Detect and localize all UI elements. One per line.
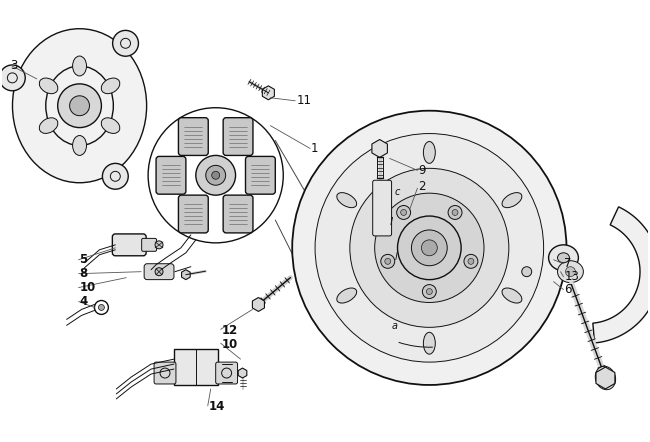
Text: 10: 10 bbox=[79, 281, 96, 294]
Text: 6: 6 bbox=[564, 283, 572, 296]
Ellipse shape bbox=[502, 193, 522, 208]
Ellipse shape bbox=[101, 78, 120, 94]
Polygon shape bbox=[263, 86, 274, 100]
Circle shape bbox=[468, 259, 474, 264]
FancyBboxPatch shape bbox=[144, 264, 174, 280]
Circle shape bbox=[422, 285, 436, 298]
Ellipse shape bbox=[73, 136, 86, 156]
Circle shape bbox=[155, 268, 163, 276]
FancyBboxPatch shape bbox=[223, 195, 253, 233]
FancyBboxPatch shape bbox=[154, 362, 176, 384]
Ellipse shape bbox=[337, 193, 357, 208]
Text: 12: 12 bbox=[222, 324, 238, 337]
Circle shape bbox=[566, 267, 575, 277]
Ellipse shape bbox=[39, 118, 58, 133]
Text: 13: 13 bbox=[564, 270, 579, 283]
FancyBboxPatch shape bbox=[174, 349, 218, 385]
Ellipse shape bbox=[101, 118, 120, 133]
Ellipse shape bbox=[337, 288, 357, 303]
FancyBboxPatch shape bbox=[142, 238, 157, 251]
Text: l: l bbox=[389, 217, 393, 227]
Text: a: a bbox=[391, 321, 398, 332]
Circle shape bbox=[206, 165, 226, 185]
Text: 8: 8 bbox=[79, 267, 88, 280]
Circle shape bbox=[522, 267, 532, 277]
Circle shape bbox=[58, 84, 101, 128]
Text: c: c bbox=[395, 187, 400, 197]
Text: 10: 10 bbox=[222, 338, 238, 351]
Text: 3: 3 bbox=[10, 60, 18, 72]
Circle shape bbox=[396, 206, 411, 219]
Ellipse shape bbox=[502, 288, 522, 303]
Circle shape bbox=[70, 96, 90, 116]
Text: 4: 4 bbox=[79, 295, 88, 308]
FancyBboxPatch shape bbox=[216, 362, 237, 384]
Circle shape bbox=[196, 156, 235, 195]
Polygon shape bbox=[252, 297, 265, 312]
FancyBboxPatch shape bbox=[112, 234, 146, 256]
Text: 9: 9 bbox=[419, 164, 426, 177]
Circle shape bbox=[411, 230, 447, 266]
FancyBboxPatch shape bbox=[156, 156, 186, 194]
FancyBboxPatch shape bbox=[179, 195, 208, 233]
FancyBboxPatch shape bbox=[246, 156, 276, 194]
Circle shape bbox=[350, 168, 509, 328]
Circle shape bbox=[381, 255, 395, 268]
Polygon shape bbox=[372, 140, 387, 157]
Circle shape bbox=[448, 206, 462, 219]
Circle shape bbox=[426, 289, 432, 294]
Ellipse shape bbox=[558, 261, 583, 282]
Circle shape bbox=[385, 259, 391, 264]
Ellipse shape bbox=[39, 78, 58, 94]
Circle shape bbox=[292, 110, 566, 385]
Circle shape bbox=[212, 171, 220, 179]
Circle shape bbox=[400, 210, 407, 215]
Polygon shape bbox=[593, 207, 650, 343]
Polygon shape bbox=[596, 367, 615, 389]
Circle shape bbox=[0, 65, 25, 91]
Text: 1: 1 bbox=[311, 142, 318, 155]
Ellipse shape bbox=[73, 56, 86, 76]
Circle shape bbox=[112, 30, 138, 56]
Text: 7: 7 bbox=[564, 257, 572, 270]
Circle shape bbox=[464, 255, 478, 268]
Text: l: l bbox=[395, 252, 397, 262]
FancyBboxPatch shape bbox=[179, 118, 208, 156]
Circle shape bbox=[452, 210, 458, 215]
Circle shape bbox=[98, 305, 105, 310]
Circle shape bbox=[315, 133, 543, 362]
Ellipse shape bbox=[595, 366, 616, 390]
Ellipse shape bbox=[12, 29, 147, 183]
Text: 14: 14 bbox=[209, 400, 225, 413]
Text: 2: 2 bbox=[419, 180, 426, 193]
Circle shape bbox=[421, 240, 437, 256]
Ellipse shape bbox=[423, 141, 436, 164]
Circle shape bbox=[103, 164, 128, 189]
Polygon shape bbox=[238, 368, 247, 378]
Text: 11: 11 bbox=[296, 94, 311, 107]
Circle shape bbox=[374, 193, 484, 302]
Polygon shape bbox=[181, 270, 190, 280]
Ellipse shape bbox=[558, 253, 569, 263]
Ellipse shape bbox=[423, 332, 436, 354]
FancyBboxPatch shape bbox=[372, 180, 391, 236]
Circle shape bbox=[155, 241, 163, 249]
Ellipse shape bbox=[549, 245, 578, 271]
FancyBboxPatch shape bbox=[223, 118, 253, 156]
Text: 5: 5 bbox=[79, 253, 88, 266]
Circle shape bbox=[398, 216, 461, 280]
